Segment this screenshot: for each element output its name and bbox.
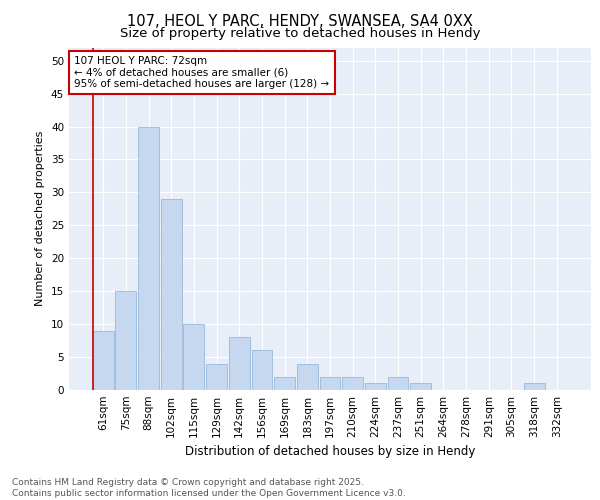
Bar — [206, 364, 227, 390]
Bar — [184, 324, 205, 390]
Text: Size of property relative to detached houses in Hendy: Size of property relative to detached ho… — [120, 28, 480, 40]
Text: Contains HM Land Registry data © Crown copyright and database right 2025.
Contai: Contains HM Land Registry data © Crown c… — [12, 478, 406, 498]
Y-axis label: Number of detached properties: Number of detached properties — [35, 131, 46, 306]
Bar — [410, 384, 431, 390]
Bar — [297, 364, 318, 390]
Bar — [93, 330, 113, 390]
Bar — [388, 377, 409, 390]
Bar — [251, 350, 272, 390]
Bar — [320, 377, 340, 390]
Text: 107 HEOL Y PARC: 72sqm
← 4% of detached houses are smaller (6)
95% of semi-detac: 107 HEOL Y PARC: 72sqm ← 4% of detached … — [74, 56, 329, 90]
X-axis label: Distribution of detached houses by size in Hendy: Distribution of detached houses by size … — [185, 446, 475, 458]
Text: 107, HEOL Y PARC, HENDY, SWANSEA, SA4 0XX: 107, HEOL Y PARC, HENDY, SWANSEA, SA4 0X… — [127, 14, 473, 29]
Bar — [138, 126, 159, 390]
Bar — [365, 384, 386, 390]
Bar — [524, 384, 545, 390]
Bar — [115, 291, 136, 390]
Bar — [342, 377, 363, 390]
Bar — [229, 338, 250, 390]
Bar — [274, 377, 295, 390]
Bar — [161, 199, 182, 390]
